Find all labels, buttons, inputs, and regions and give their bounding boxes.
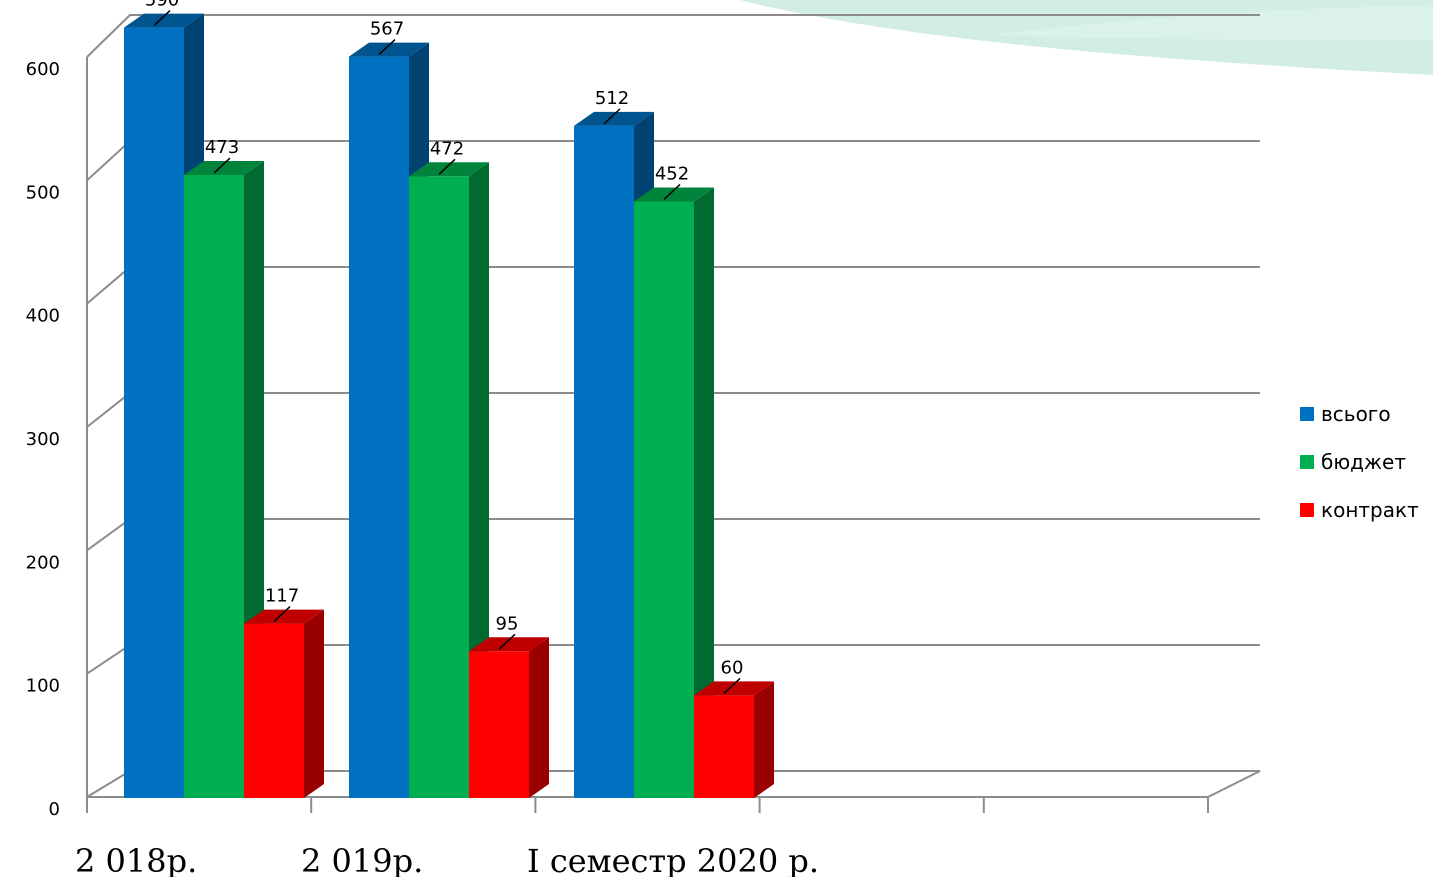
x-tick-label: 2 018р. xyxy=(75,842,197,877)
data-label: 473 xyxy=(205,137,239,158)
y-tick-label: 200 xyxy=(26,552,60,573)
data-label: 95 xyxy=(496,613,519,634)
data-label-leader xyxy=(378,39,396,56)
chart-walls xyxy=(86,14,1261,798)
data-label: 60 xyxy=(721,657,744,678)
bar-side xyxy=(694,187,714,799)
y-tick-label: 400 xyxy=(26,306,60,327)
data-label-leader xyxy=(273,606,291,623)
data-label: 117 xyxy=(265,586,299,607)
bar-side xyxy=(754,681,774,798)
data-label-leader xyxy=(663,183,681,201)
legend-label: бюджет xyxy=(1321,450,1406,474)
data-label-leader xyxy=(438,158,456,175)
legend-swatch xyxy=(1300,503,1314,517)
bar xyxy=(409,176,469,798)
data-label: 590 xyxy=(145,0,179,11)
bar-top xyxy=(574,111,654,126)
gridline xyxy=(86,14,1260,58)
data-label: 567 xyxy=(370,19,404,40)
legend-item: контракт xyxy=(1300,486,1419,534)
y-tick-label: 300 xyxy=(26,429,60,450)
legend-swatch xyxy=(1300,455,1314,469)
legend-label: контракт xyxy=(1321,498,1419,522)
side-wall xyxy=(87,15,130,797)
legend: всього бюджет контракт xyxy=(1300,390,1419,534)
bar-top xyxy=(469,637,549,652)
bar-top xyxy=(694,681,774,696)
bar xyxy=(634,201,694,799)
y-tick-label: 500 xyxy=(26,182,60,203)
bar-top xyxy=(244,609,324,624)
bar xyxy=(124,27,184,799)
bar xyxy=(349,56,409,798)
bar-top xyxy=(634,187,714,202)
legend-swatch xyxy=(1300,407,1314,421)
y-tick-label: 600 xyxy=(26,59,60,80)
bar xyxy=(244,623,304,798)
bar-side xyxy=(529,637,549,798)
data-label-leader xyxy=(723,677,741,694)
data-label: 512 xyxy=(595,88,629,109)
decorative-wave-inner xyxy=(990,5,1433,40)
bar xyxy=(469,651,529,798)
legend-item: бюджет xyxy=(1300,438,1419,486)
data-label-leader xyxy=(603,108,621,125)
x-tick-label: I семестр 2020 р. xyxy=(527,842,819,877)
data-labels: 590 473 117 567 472 95 512 452 60 xyxy=(145,0,744,694)
x-axis: 2 018р. 2 019р. I семестр 2020 р. xyxy=(75,797,1209,877)
x-tick-label: 2 019р. xyxy=(301,842,423,877)
bar-side xyxy=(469,162,489,798)
data-label: 452 xyxy=(655,163,689,184)
bar-top xyxy=(184,161,264,176)
data-label: 472 xyxy=(430,138,464,159)
data-label-leader xyxy=(153,10,171,27)
legend-label: всього xyxy=(1321,402,1391,426)
legend-item: всього xyxy=(1300,390,1419,438)
bar xyxy=(184,175,244,798)
bar-top xyxy=(124,13,204,28)
bar xyxy=(574,125,634,798)
data-label-leader xyxy=(498,633,516,650)
floor-edge xyxy=(1207,770,1261,798)
data-label-leader xyxy=(213,157,231,174)
bars xyxy=(124,13,774,799)
bar xyxy=(694,695,754,798)
bar-top xyxy=(349,42,429,57)
bar-side xyxy=(304,609,324,798)
y-axis: 0 100 200 300 400 500 600 xyxy=(26,59,60,820)
bar-top xyxy=(409,162,489,177)
y-tick-label: 100 xyxy=(26,676,60,697)
y-tick-label: 0 xyxy=(49,799,60,820)
